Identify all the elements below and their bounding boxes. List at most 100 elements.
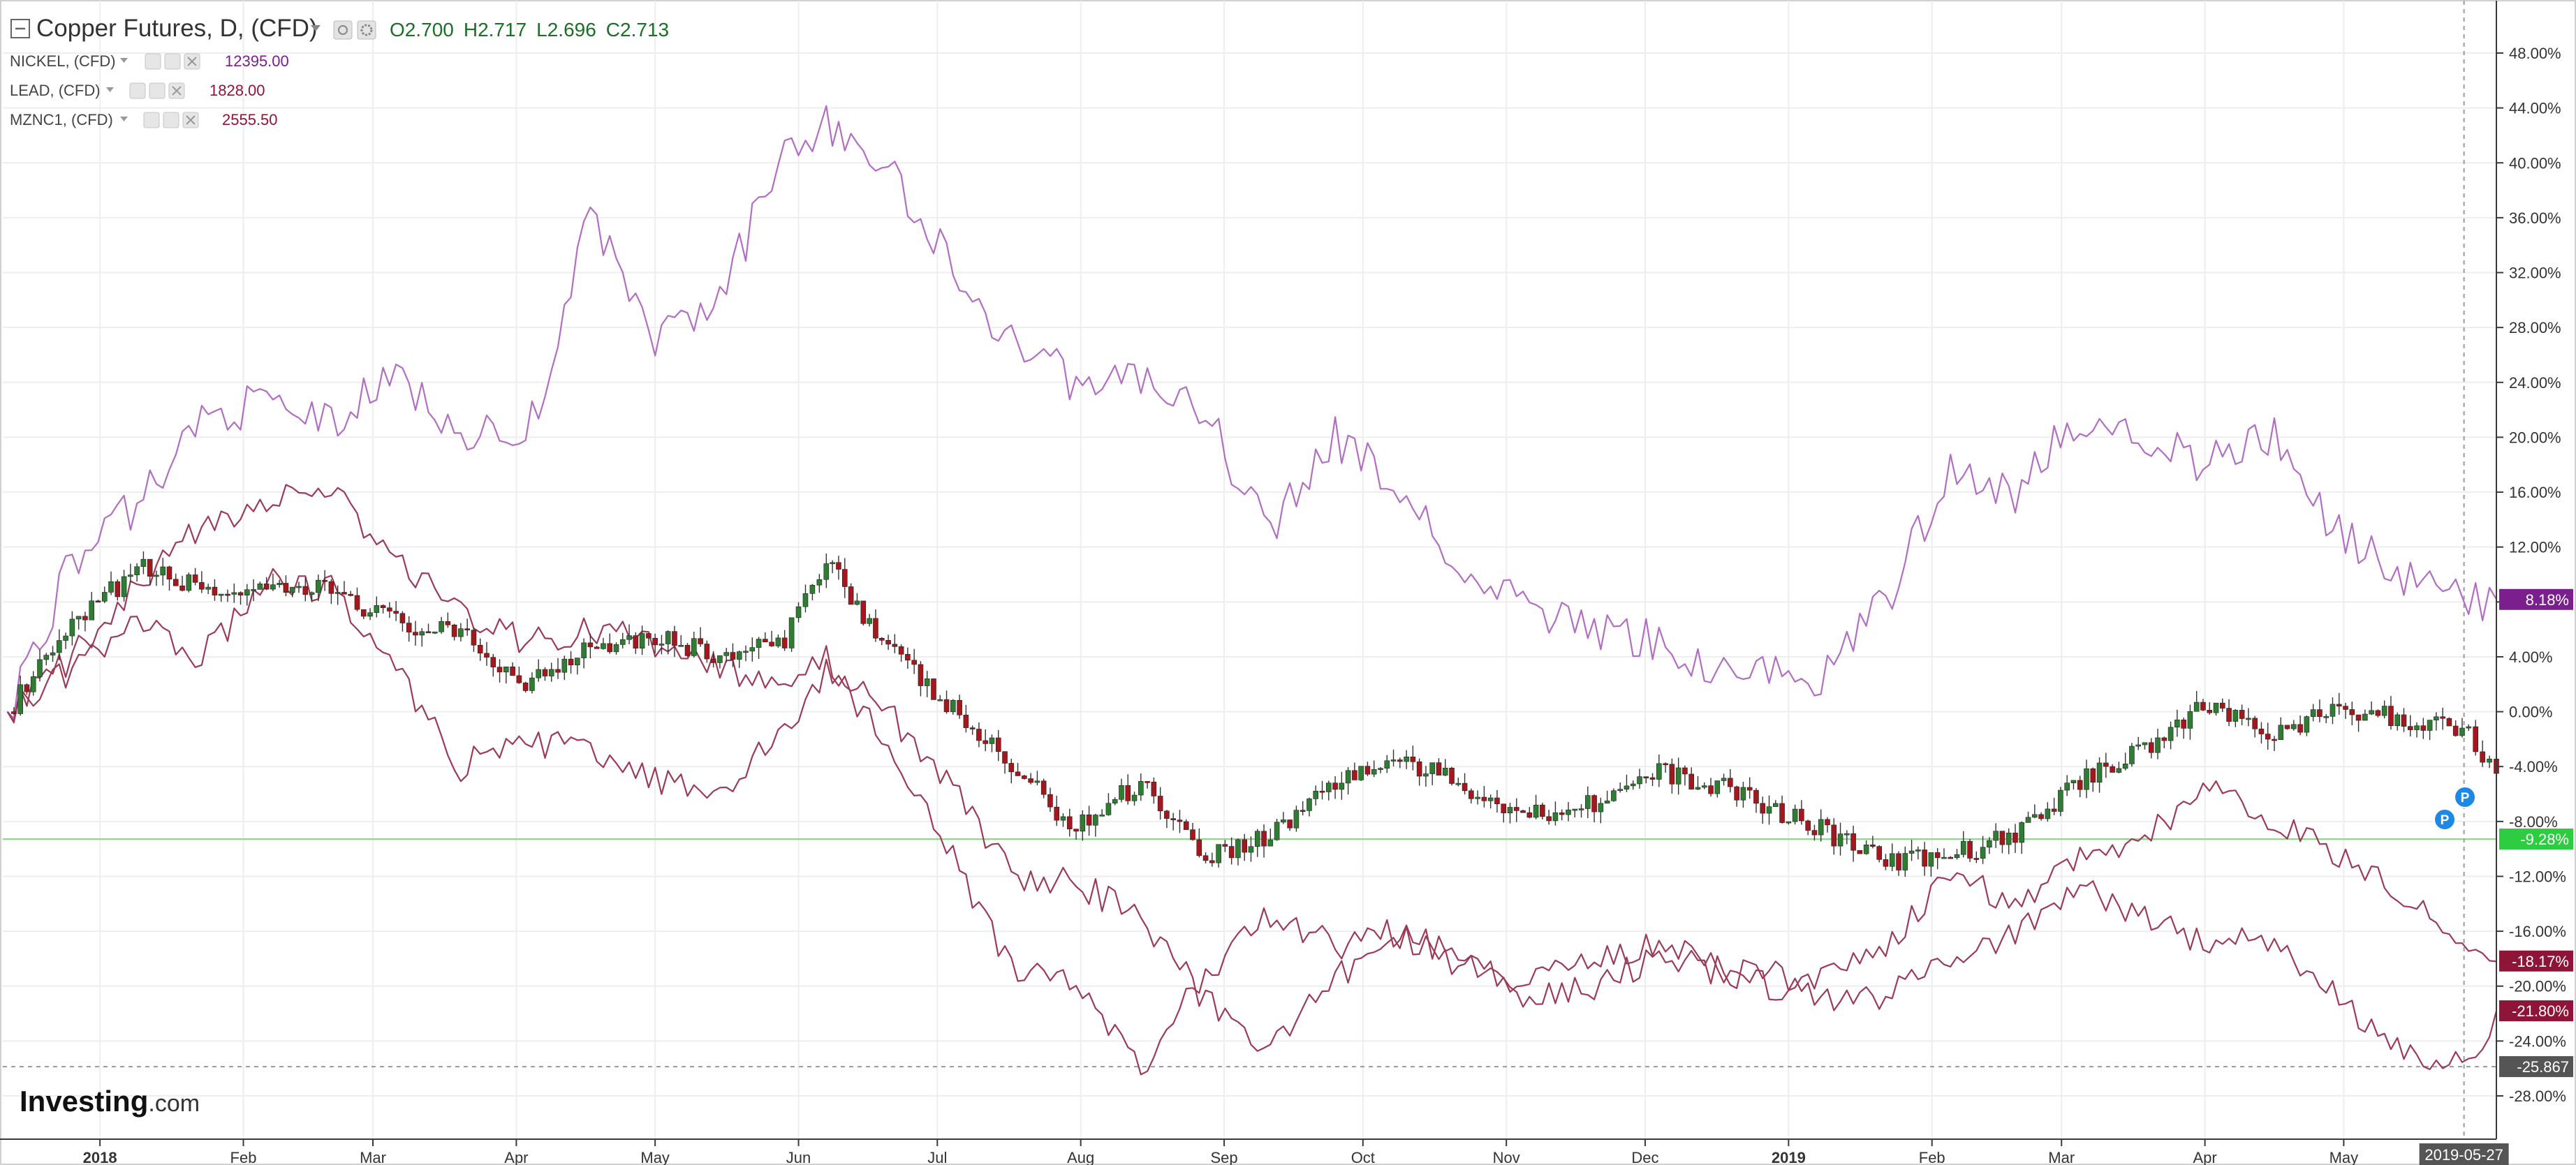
- x-tick-label: 2019: [1772, 1149, 1806, 1165]
- candle-body: [1863, 845, 1869, 854]
- settings-icon[interactable]: [164, 53, 181, 70]
- candle-body: [2187, 711, 2193, 729]
- ohlc-open: O2.700: [390, 19, 454, 40]
- candle-body: [658, 644, 665, 646]
- collapse-icon[interactable]: [10, 19, 30, 38]
- event-marker-letter: P: [2441, 813, 2450, 828]
- settings-icon[interactable]: [163, 112, 179, 128]
- candle-body: [1345, 770, 1351, 784]
- candle-body: [451, 624, 457, 637]
- candle-body: [1339, 782, 1345, 790]
- candle-body: [1746, 787, 1753, 791]
- candle-body: [1980, 847, 1986, 859]
- candle-body: [911, 660, 917, 665]
- x-tick-label: Feb: [1919, 1149, 1945, 1165]
- candle-body: [1779, 803, 1785, 823]
- legend-item-lead[interactable]: LEAD, (CFD) 1828.00: [10, 82, 265, 99]
- candle-body: [484, 653, 490, 658]
- candle-body: [1469, 790, 1474, 799]
- settings-icon[interactable]: [149, 82, 165, 99]
- candle-body: [730, 652, 736, 660]
- candle-body: [1410, 756, 1416, 762]
- chevron-down-icon[interactable]: [106, 87, 114, 92]
- chevron-down-icon[interactable]: [120, 117, 128, 121]
- candle-body: [2239, 710, 2245, 719]
- y-tick-label: 32.00%: [2509, 265, 2561, 282]
- candle-body: [1604, 800, 1610, 804]
- candle-body: [2252, 718, 2258, 729]
- candle-body: [1209, 860, 1215, 863]
- candle-body: [2051, 808, 2057, 812]
- event-marker-icon[interactable]: [2454, 786, 2476, 808]
- candle-body: [1630, 783, 1636, 787]
- eye-icon[interactable]: [143, 112, 160, 128]
- candle-body: [639, 633, 645, 648]
- candle-body: [1734, 786, 1739, 801]
- candle-body: [684, 645, 691, 656]
- x-tick-label: Dec: [1631, 1149, 1658, 1165]
- candle-body: [1066, 816, 1073, 829]
- candle-body: [406, 623, 412, 632]
- candle-body: [2487, 759, 2492, 763]
- event-markers[interactable]: PP: [2434, 786, 2476, 831]
- candle-body: [924, 678, 930, 686]
- candle-body: [2116, 768, 2122, 773]
- chevron-down-icon[interactable]: [120, 58, 128, 63]
- legend-lead-value: 1828.00: [209, 82, 265, 99]
- candle-body: [1624, 785, 1630, 789]
- candle-body: [1086, 814, 1092, 826]
- candle-body: [816, 579, 823, 586]
- candle-body: [723, 652, 729, 656]
- time-axis[interactable]: 2018 Feb Mar Apr May Jun Jul Aug Sep Oct Nov Dec 201…: [83, 1139, 2358, 1165]
- candle-body: [2142, 742, 2148, 745]
- candle-body: [302, 586, 309, 595]
- candle-body: [781, 637, 788, 648]
- candle-body: [212, 586, 218, 595]
- legend-zinc-value: 2555.50: [222, 111, 278, 128]
- candle-body: [322, 579, 327, 582]
- candle-body: [1987, 840, 1992, 848]
- candle-body: [30, 676, 36, 692]
- candle-body: [1928, 852, 1934, 867]
- candle-body: [555, 669, 561, 673]
- candle-body: [231, 592, 237, 595]
- legend-item-zinc[interactable]: MZNC1, (CFD) 2555.50: [10, 111, 278, 128]
- eye-icon[interactable]: [333, 20, 353, 40]
- y-tick-label: -4.00%: [2509, 758, 2558, 776]
- symbol-title[interactable]: Copper Futures, D, (CFD): [36, 15, 318, 42]
- candle-body: [2148, 742, 2154, 753]
- candle-body: [836, 562, 841, 570]
- settings-icon[interactable]: [357, 20, 376, 40]
- candle-body: [471, 630, 477, 646]
- candle-body: [1526, 812, 1533, 818]
- candle-body: [1883, 859, 1889, 867]
- candle-body: [1202, 855, 1209, 861]
- candle-body: [140, 558, 147, 567]
- candle-body: [2090, 768, 2096, 783]
- candle-body: [1922, 849, 1927, 867]
- candle-body: [2193, 702, 2200, 712]
- eye-icon[interactable]: [145, 53, 161, 70]
- candle-body: [619, 639, 626, 645]
- candle-body: [2200, 702, 2206, 711]
- close-icon[interactable]: [184, 53, 200, 70]
- legend-item-nickel[interactable]: NICKEL, (CFD) 12395.00: [10, 52, 289, 70]
- candle-body: [251, 589, 256, 591]
- candle-body: [652, 637, 658, 646]
- event-marker-icon[interactable]: [2434, 808, 2456, 831]
- candle-body: [1967, 840, 1973, 859]
- candle-body: [2135, 744, 2142, 747]
- candle-body: [1112, 799, 1118, 804]
- candle-body: [1818, 819, 1824, 836]
- candle-body: [854, 600, 860, 605]
- candle-body: [399, 613, 406, 623]
- candle-body: [2480, 751, 2485, 763]
- chevron-down-icon[interactable]: [311, 25, 321, 31]
- eye-icon[interactable]: [129, 82, 146, 99]
- close-icon[interactable]: [168, 82, 185, 99]
- close-icon[interactable]: [182, 112, 199, 128]
- candle-body: [809, 584, 816, 594]
- candle-body: [698, 638, 703, 644]
- candle-body: [1319, 790, 1325, 793]
